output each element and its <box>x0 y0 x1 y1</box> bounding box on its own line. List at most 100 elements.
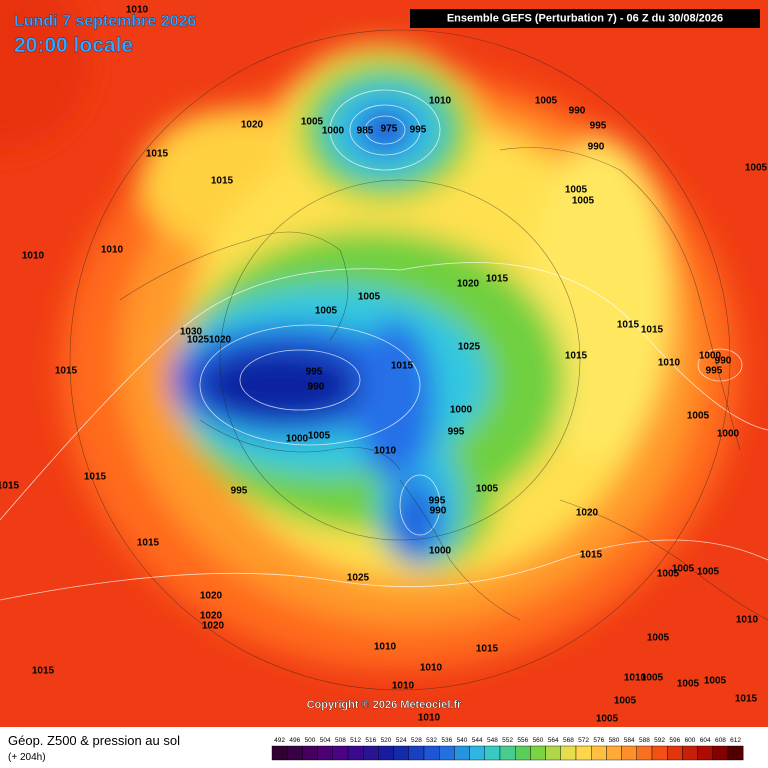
local-time: 20:00 locale <box>14 34 133 57</box>
scale-label: 604 <box>700 737 711 744</box>
scale-label: 508 <box>335 737 346 744</box>
header-box <box>410 9 760 28</box>
scale-label: 580 <box>609 737 620 744</box>
isobar-label: 1015 <box>137 538 160 549</box>
scale-swatch <box>302 745 318 761</box>
isobar-label: 1010 <box>624 673 647 684</box>
scale-label: 528 <box>411 737 422 744</box>
isobar-label: 995 <box>706 366 723 377</box>
scale-label: 492 <box>274 737 285 744</box>
scale-swatch <box>530 745 546 761</box>
isobar-label: 1000 <box>450 405 473 416</box>
scale-swatch <box>545 745 561 761</box>
scale-swatch <box>469 745 486 761</box>
isobar-label: 990 <box>430 506 447 517</box>
scale-label: 564 <box>548 737 559 744</box>
isobar-label: 995 <box>306 367 323 378</box>
scale-swatch <box>287 745 303 761</box>
isobar-label: 1000 <box>322 126 345 137</box>
scale-label: 548 <box>487 737 498 744</box>
isobar-label: 1010 <box>418 713 441 724</box>
isobar-label: 1020 <box>202 621 225 632</box>
isobar-label: 995 <box>231 486 248 497</box>
isobar-label: 975 <box>381 124 398 135</box>
isobar-label: 990 <box>569 106 586 117</box>
isobar-label: 1005 <box>677 679 700 690</box>
scale-label: 612 <box>730 737 741 744</box>
scale-label: 516 <box>365 737 376 744</box>
isobar-label: 1005 <box>596 714 619 725</box>
isobar-label: 1015 <box>146 149 169 160</box>
scale-swatch <box>454 745 470 761</box>
isobar-label: 1010 <box>374 446 397 457</box>
coastlines <box>69 29 768 691</box>
isobar-label: 1005 <box>641 673 664 684</box>
isobar-label: 1015 <box>55 366 78 377</box>
scale-swatch <box>636 745 653 761</box>
isobar-label: 1005 <box>572 196 595 207</box>
scale-label: 556 <box>517 737 528 744</box>
scale-label: 496 <box>289 737 300 744</box>
footer-title: Géop. Z500 & pression au sol <box>8 733 180 748</box>
copyright: Copyright © 2026 Meteociel.fr <box>307 699 463 711</box>
isobar-label: 1005 <box>697 567 720 578</box>
scale-label: 560 <box>533 737 544 744</box>
isobar-label: 1015 <box>0 481 20 492</box>
color-scale: 492 496 500 504 508 512 516 520 524 528 532 536 540 5… <box>271 737 744 761</box>
scale-label: 576 <box>593 737 604 744</box>
scale-swatch <box>423 745 440 761</box>
isobar-label: 1005 <box>301 117 324 128</box>
scale-swatch <box>727 745 744 761</box>
scale-swatch <box>408 745 425 761</box>
isobar-label: 1005 <box>614 696 637 707</box>
isobar-label: 1005 <box>565 185 588 196</box>
footer-subtitle: (+ 204h) <box>8 752 46 763</box>
isobar-label: 1005 <box>704 676 727 687</box>
isobar-label: 990 <box>588 142 605 153</box>
scale-swatch <box>591 745 607 761</box>
scale-swatch <box>363 745 379 761</box>
scale-label: 520 <box>381 737 392 744</box>
scale-label: 588 <box>639 737 650 744</box>
isobar-lines <box>0 89 768 601</box>
scale-swatch <box>499 745 516 761</box>
isobar-label: 1030 <box>180 327 203 338</box>
scale-swatch <box>606 745 622 761</box>
isobar-label: 1015 <box>580 550 603 561</box>
isobar-label: 1005 <box>358 292 381 303</box>
isobar-label: 1000 <box>429 546 452 557</box>
isobar-label: 1025 <box>187 335 210 346</box>
isobar-label: 995 <box>448 427 465 438</box>
isobar-label: 1010 <box>374 642 397 653</box>
isobar-label: 1010 <box>22 251 45 262</box>
isobar-label: 1005 <box>315 306 338 317</box>
scale-label: 600 <box>685 737 696 744</box>
isobar-label: 1000 <box>699 351 722 362</box>
scale-swatch <box>271 745 288 761</box>
scale-swatch <box>712 745 729 761</box>
scale-label: 552 <box>502 737 513 744</box>
scale-swatch <box>347 745 364 761</box>
isobar-label: 1010 <box>658 358 681 369</box>
isobar-label: 1000 <box>717 429 740 440</box>
isobar-label: 990 <box>715 356 732 367</box>
isobar-label: 990 <box>308 382 325 393</box>
scale-label: 592 <box>654 737 665 744</box>
isobar-label: 1025 <box>347 573 370 584</box>
scale-swatch <box>682 745 698 761</box>
model-info: Ensemble GEFS (Perturbation 7) - 06 Z du… <box>447 12 723 24</box>
scale-label: 524 <box>396 737 407 744</box>
isobar-label: 1010 <box>736 615 759 626</box>
scale-label: 596 <box>669 737 680 744</box>
isobar-label: 1015 <box>641 325 664 336</box>
scale-label: 540 <box>457 737 468 744</box>
scale-label: 572 <box>578 737 589 744</box>
scale-label: 500 <box>305 737 316 744</box>
scale-label: 568 <box>563 737 574 744</box>
isobar-label: 1005 <box>672 564 695 575</box>
isobar-label: 1020 <box>241 120 264 131</box>
isobar-label: 1020 <box>200 591 223 602</box>
scale-swatch <box>393 745 410 761</box>
